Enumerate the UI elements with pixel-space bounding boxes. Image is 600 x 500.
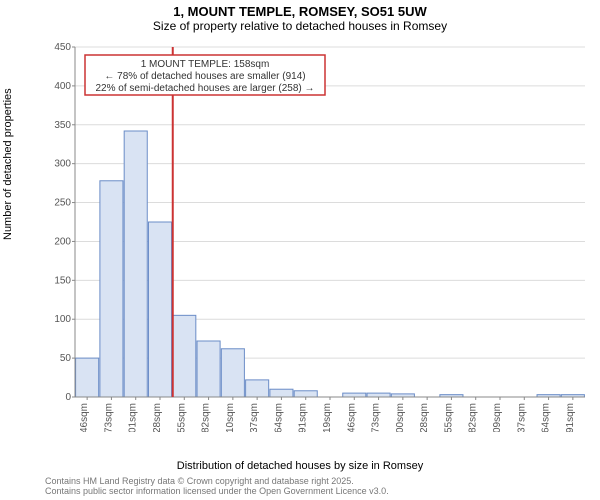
svg-text:291sqm: 291sqm (298, 403, 309, 432)
svg-text:300: 300 (54, 159, 71, 170)
svg-text:101sqm: 101sqm (128, 403, 139, 432)
svg-text:537sqm: 537sqm (516, 403, 527, 432)
svg-text:250: 250 (54, 198, 71, 209)
svg-text:73sqm: 73sqm (103, 403, 114, 432)
svg-text:150: 150 (54, 275, 71, 286)
svg-text:264sqm: 264sqm (273, 403, 284, 432)
svg-text:210sqm: 210sqm (225, 403, 236, 432)
svg-text:373sqm: 373sqm (371, 403, 382, 432)
title-line-2: Size of property relative to detached ho… (0, 19, 600, 33)
svg-text:428sqm: 428sqm (419, 403, 430, 432)
svg-text:482sqm: 482sqm (468, 403, 479, 432)
svg-text:564sqm: 564sqm (541, 403, 552, 432)
svg-text:0: 0 (65, 392, 71, 403)
histogram-chart: 0 50 100 150 200 250 300 350 400 450 46sqm 73sqm 101… (45, 42, 585, 432)
svg-text:350: 350 (54, 120, 71, 131)
svg-text:509sqm: 509sqm (492, 403, 503, 432)
svg-text:128sqm: 128sqm (152, 403, 163, 432)
svg-text:46sqm: 46sqm (79, 403, 90, 432)
svg-text:200: 200 (54, 236, 71, 247)
attribution-footer: Contains HM Land Registry data © Crown c… (45, 476, 389, 497)
svg-text:100: 100 (54, 314, 71, 325)
svg-text:50: 50 (60, 353, 72, 364)
svg-text:591sqm: 591sqm (565, 403, 576, 432)
svg-text:346sqm: 346sqm (346, 403, 357, 432)
title-line-1: 1, MOUNT TEMPLE, ROMSEY, SO51 5UW (0, 4, 600, 19)
svg-text:← 78% of detached houses are s: ← 78% of detached houses are smaller (91… (104, 71, 305, 82)
footer-line-1: Contains HM Land Registry data © Crown c… (45, 476, 389, 486)
svg-text:455sqm: 455sqm (443, 403, 454, 432)
svg-text:22% of semi-detached houses ar: 22% of semi-detached houses are larger (… (95, 83, 314, 94)
svg-text:400sqm: 400sqm (395, 403, 406, 432)
x-axis-label: Distribution of detached houses by size … (0, 460, 600, 472)
svg-text:182sqm: 182sqm (201, 403, 212, 432)
svg-text:400: 400 (54, 81, 71, 92)
svg-text:450: 450 (54, 42, 71, 53)
chart-title-block: 1, MOUNT TEMPLE, ROMSEY, SO51 5UW Size o… (0, 0, 600, 33)
svg-text:155sqm: 155sqm (176, 403, 187, 432)
svg-text:319sqm: 319sqm (322, 403, 333, 432)
y-axis-label: Number of detached properties (2, 88, 14, 240)
svg-text:237sqm: 237sqm (249, 403, 260, 432)
footer-line-2: Contains public sector information licen… (45, 486, 389, 496)
svg-text:1 MOUNT TEMPLE: 158sqm: 1 MOUNT TEMPLE: 158sqm (141, 59, 270, 70)
